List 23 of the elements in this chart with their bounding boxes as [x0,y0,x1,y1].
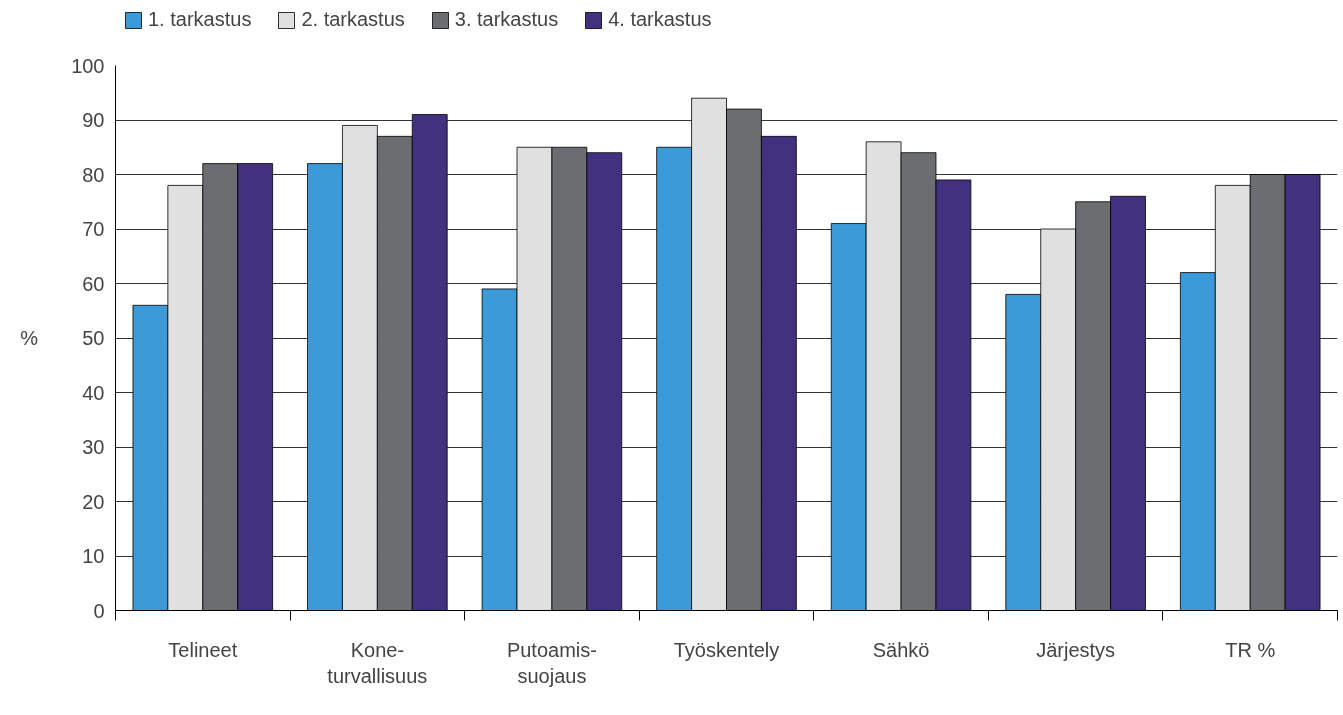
y-tick-label: 70 [82,218,105,240]
legend-label: 1. tarkastus [148,8,252,31]
y-tick-label: 10 [82,545,105,567]
x-tick-label: Järjestys [1036,638,1116,661]
y-tick-label: 50 [82,327,105,349]
x-tick-label: Putoamis- suojaus [506,638,597,687]
legend-label: 2. tarkastus [301,8,405,31]
x-tick-label: TR % [1225,638,1276,661]
x-tick-label: Kone- turvallisuus [327,638,428,687]
legend-label: 3. tarkastus [454,8,559,31]
x-tick-label: Sähkö [872,638,930,661]
y-tick-label: 90 [82,109,105,131]
y-tick-label: 0 [93,599,105,622]
y-tick-label: 30 [82,436,105,458]
x-tick-label: Telineet [168,638,238,661]
y-tick-label: 20 [82,490,105,513]
y-tick-label: 60 [82,272,105,295]
y-tick-label: 80 [82,163,105,186]
y-axis-title: % [20,327,39,349]
y-tick-label: 40 [82,381,105,404]
y-tick-label: 100 [71,54,105,77]
x-tick-label: Työskentely [673,638,780,661]
legend-label: 4. tarkastus [608,8,712,31]
